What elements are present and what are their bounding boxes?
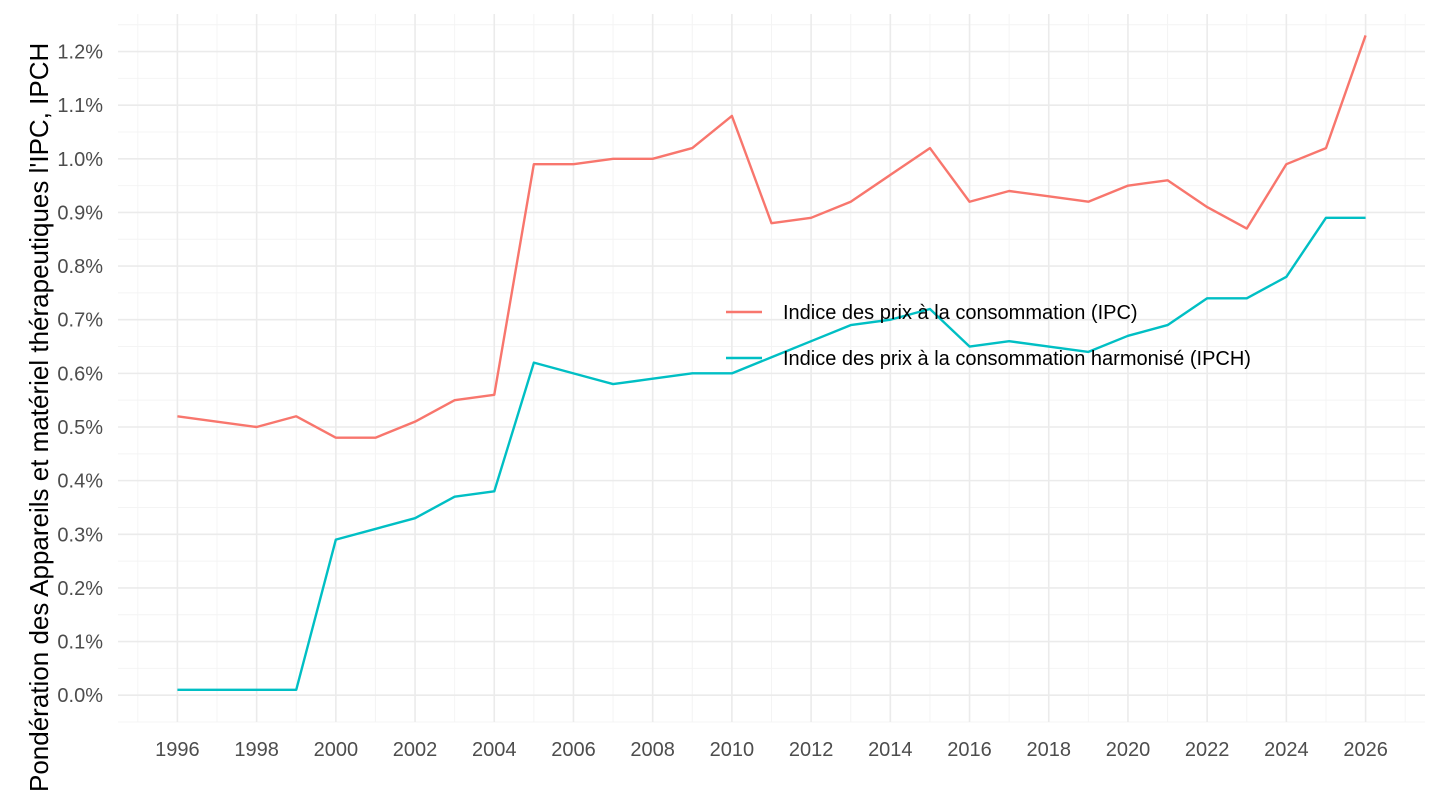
y-tick-label: 0.2% xyxy=(57,578,103,600)
x-tick-label: 2014 xyxy=(868,739,913,761)
x-tick-label: 1996 xyxy=(155,739,200,761)
y-tick-label: 0.9% xyxy=(57,202,103,224)
x-tick-label: 2002 xyxy=(393,739,438,761)
y-tick-label: 0.3% xyxy=(57,524,103,546)
x-tick-label: 2012 xyxy=(789,739,834,761)
x-tick-label: 2000 xyxy=(314,739,359,761)
y-tick-label: 0.4% xyxy=(57,471,103,493)
x-tick-label: 2018 xyxy=(1026,739,1071,761)
x-tick-label: 1998 xyxy=(234,739,279,761)
y-tick-label: 0.5% xyxy=(57,417,103,439)
y-tick-label: 1.1% xyxy=(57,95,103,117)
series-line-ipc xyxy=(177,35,1367,439)
x-tick-label: 2010 xyxy=(710,739,755,761)
y-tick-label: 0.1% xyxy=(57,632,103,654)
legend: Indice des prix à la consommation (IPC) … xyxy=(726,302,1251,370)
x-tick-label: 2020 xyxy=(1106,739,1151,761)
y-tick-label: 0.0% xyxy=(57,685,103,707)
x-axis-tick-labels: 1996 1998 2000 2002 2004 2006 2008 2010 2012 2014… xyxy=(155,739,1388,761)
y-axis-tick-labels: 0.0% 0.1% 0.2% 0.3% 0.4% 0.5% 0.6% 0.7% 0.8% 0.9%… xyxy=(57,42,103,708)
series-lines xyxy=(177,35,1367,692)
x-tick-label: 2006 xyxy=(551,739,596,761)
y-tick-label: 0.8% xyxy=(57,256,103,278)
y-tick-label: 0.7% xyxy=(57,310,103,332)
x-tick-label: 2022 xyxy=(1185,739,1230,761)
x-tick-label: 2024 xyxy=(1264,739,1309,761)
y-axis-title: Pondération des Appareils et matériel th… xyxy=(24,43,54,792)
legend-label-ipc: Indice des prix à la consommation (IPC) xyxy=(783,302,1138,324)
series-line-ipch xyxy=(177,216,1366,692)
y-tick-label: 0.6% xyxy=(57,363,103,385)
y-tick-label: 1.0% xyxy=(57,149,103,171)
y-tick-label: 1.2% xyxy=(57,42,103,64)
major-gridlines xyxy=(118,14,1425,722)
x-tick-label: 2008 xyxy=(630,739,675,761)
x-tick-label: 2026 xyxy=(1343,739,1388,761)
x-tick-label: 2016 xyxy=(947,739,992,761)
x-tick-label: 2004 xyxy=(472,739,517,761)
legend-label-ipch: Indice des prix à la consommation harmon… xyxy=(783,348,1251,370)
